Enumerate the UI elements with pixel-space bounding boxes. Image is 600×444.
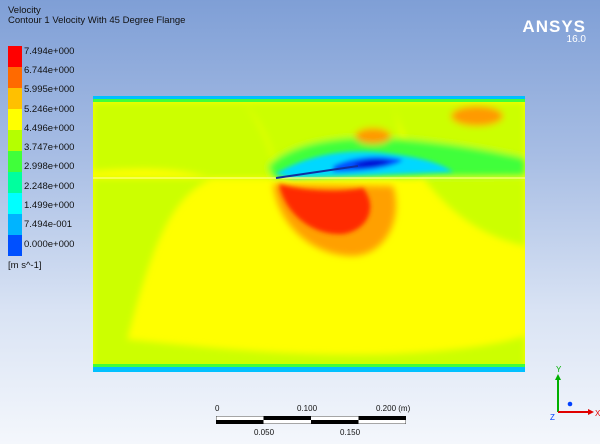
top-wall-boundary-green [93,99,525,102]
brand-name: ANSYS [522,17,586,36]
legend-label: 6.744e+000 [24,65,75,76]
axis-label-y: Y [556,365,562,374]
contour-region-bottom [93,336,525,372]
axis-label-x: X [595,409,600,418]
legend-swatch [8,46,22,67]
legend-swatch [8,214,22,235]
scale-label-top: 0.100 [297,404,318,413]
legend-label: 7.494e-001 [24,219,73,230]
contour-red-core [279,184,371,235]
contour-region-lower-right [423,178,525,246]
velocity-contour-plot[interactable] [93,96,525,372]
scale-label-bottom: 0.150 [340,428,361,437]
legend-unit: [m s^-1] [8,260,42,271]
legend-swatch [8,172,22,193]
legend-label: 2.998e+000 [24,161,75,172]
legend-swatch [8,67,22,88]
top-wall-boundary [93,96,525,99]
legend-labels: 7.494e+000 6.744e+000 5.995e+000 5.246e+… [24,46,104,256]
contour-dark-blue [355,159,391,168]
contour-title: Contour 1 Velocity With 45 Degree Flange [8,15,186,26]
contour-orange-upper-left [355,128,391,144]
legend-label: 3.747e+000 [24,142,75,153]
legend-label: 7.494e+000 [24,46,75,57]
contour-region-lower-left [93,178,213,356]
viewport-header: Velocity Contour 1 Velocity With 45 Degr… [8,6,185,26]
brand-logo: ANSYS 16.0 [522,18,586,45]
legend-label: 2.248e+000 [24,181,75,192]
scale-label-top: 0.200 (m) [376,404,411,413]
axis-triad: Y X Z [550,365,600,422]
legend-swatch [8,109,22,130]
flange-45deg [275,165,359,179]
legend-label: 4.496e+000 [24,123,75,134]
scale-label-bottom: 0.050 [254,428,275,437]
legend-swatch [8,130,22,151]
variable-name: Velocity [8,5,41,16]
legend-label: 5.995e+000 [24,84,75,95]
legend-swatch [8,151,22,172]
legend-label: 0.000e+000 [24,239,75,250]
legend-swatch [8,193,22,214]
scale-bar: 0 0.100 0.200 (m) 0.050 0.150 [210,404,440,444]
scale-label-top: 0 [215,404,220,413]
legend-label: 1.499e+000 [24,200,75,211]
legend-swatch [8,235,22,256]
contour-orange-upper-right [451,106,503,126]
brand-version: 16.0 [566,34,586,45]
contour-region-upper-left [93,102,278,178]
axis-label-z: Z [550,413,555,422]
legend-label: 5.246e+000 [24,104,75,115]
bottom-wall-boundary-green [93,364,525,367]
bottom-wall-boundary [93,367,525,372]
legend-color-bar [8,46,22,256]
legend-swatch [8,88,22,109]
scale-bar-graphic [216,416,406,424]
